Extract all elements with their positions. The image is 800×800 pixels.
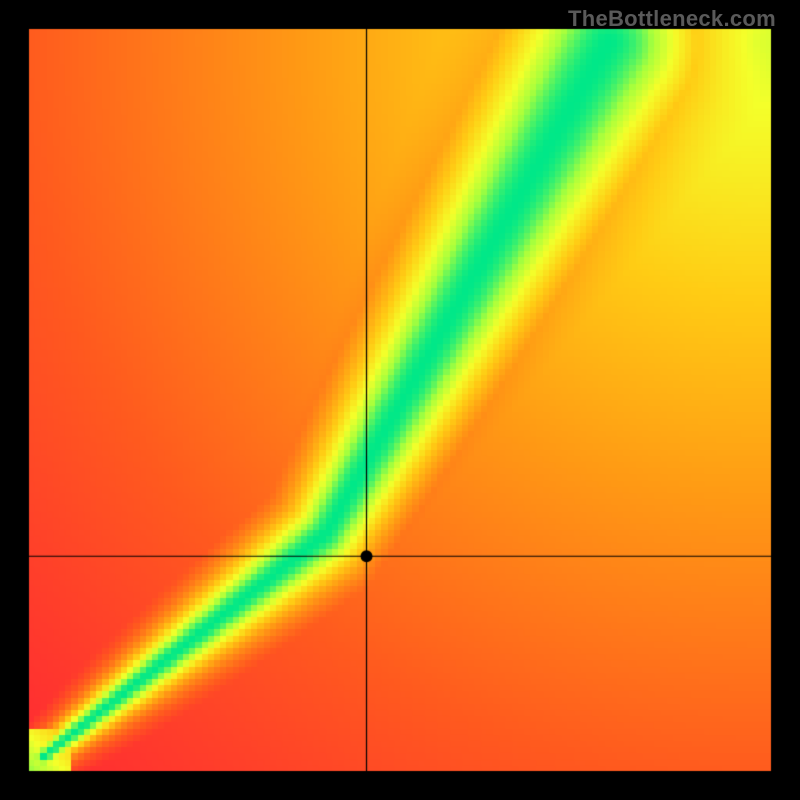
bottleneck-heatmap xyxy=(0,0,800,800)
watermark-text: TheBottleneck.com xyxy=(568,6,776,32)
